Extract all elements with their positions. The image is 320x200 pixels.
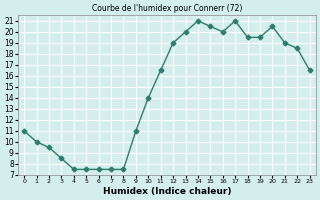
X-axis label: Humidex (Indice chaleur): Humidex (Indice chaleur) — [103, 187, 231, 196]
Title: Courbe de l'humidex pour Connerr (72): Courbe de l'humidex pour Connerr (72) — [92, 4, 242, 13]
